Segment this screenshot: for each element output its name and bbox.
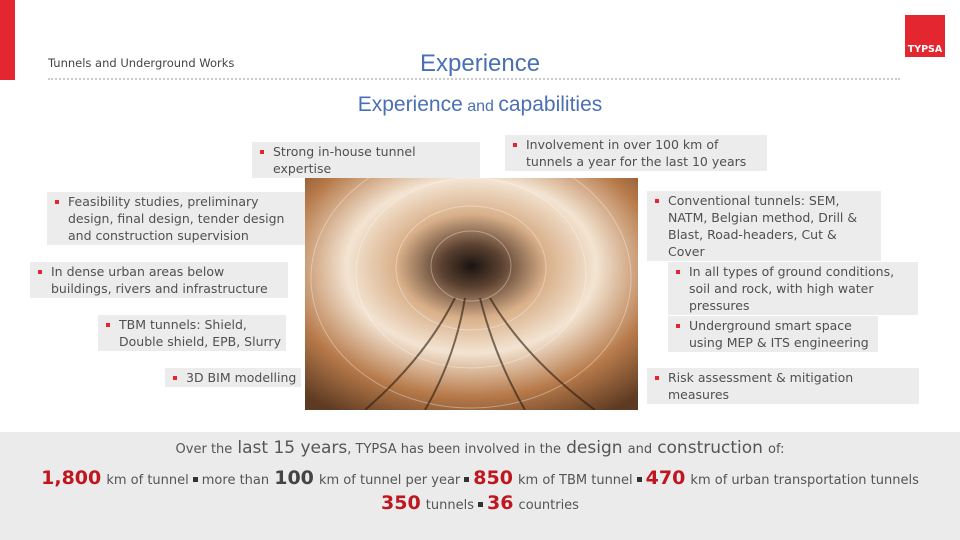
text: km of TBM tunnel — [518, 473, 633, 488]
section-label: Tunnels and Underground Works — [48, 56, 235, 70]
text: tunnels — [425, 498, 474, 513]
subtitle-part: capabilities — [498, 93, 603, 116]
text: last 15 years — [237, 438, 348, 458]
logo — [905, 15, 945, 57]
figure: 36 — [487, 492, 514, 514]
separator — [192, 477, 198, 482]
logo-text: TYPSA — [907, 44, 943, 55]
bullet: In dense urban areas below buildings, ri… — [30, 262, 288, 298]
header-rule — [48, 78, 900, 80]
figure: 100 — [274, 467, 314, 489]
text: countries — [518, 498, 579, 513]
bullet: Feasibility studies, preliminary design,… — [47, 192, 305, 245]
text: km of urban transportation tunnels — [690, 473, 919, 488]
text: Over the — [175, 442, 233, 457]
summary-line: 1,800 km of tunnel more than 100 km of tu… — [0, 467, 960, 489]
text: more than — [201, 473, 270, 488]
text: of: — [768, 442, 785, 457]
figure: 850 — [473, 467, 513, 489]
subtitle: Experience and capabilities — [0, 93, 960, 117]
text: design — [566, 438, 623, 458]
sub-bullet: Underground smart space using MEP & ITS … — [668, 316, 878, 352]
sub-bullet: In all types of ground conditions, soil … — [668, 262, 918, 315]
subtitle-part: Experience — [357, 93, 463, 116]
bullet: Involvement in over 100 km of tunnels a … — [505, 135, 767, 171]
text: km of tunnel per year — [318, 473, 461, 488]
bullet: 3D BIM modelling — [165, 368, 301, 387]
separator — [464, 477, 470, 482]
subtitle-part: and — [467, 98, 494, 115]
text: construction — [657, 438, 763, 458]
text: , TYPSA has been involved in the — [347, 442, 562, 457]
figure: 470 — [645, 467, 686, 489]
bullet: Conventional tunnels: SEM, NATM, Belgian… — [647, 191, 881, 261]
text: km of tunnel — [106, 473, 189, 488]
summary-line: 350 tunnels 36 countries — [0, 492, 960, 514]
bullet: Strong in-house tunnel expertise — [252, 142, 480, 178]
bullet: TBM tunnels: Shield, Double shield, EPB,… — [98, 315, 286, 351]
figure: 350 — [381, 492, 421, 514]
tunnel-image — [305, 178, 638, 410]
text: and — [627, 442, 653, 457]
separator — [636, 477, 642, 482]
figure: 1,800 — [41, 467, 102, 489]
separator — [478, 502, 483, 507]
bullet: Risk assessment & mitigation measures — [647, 368, 919, 404]
summary-line: Over the last 15 years, TYPSA has been i… — [0, 438, 960, 458]
red-bar — [0, 0, 15, 80]
summary-band — [0, 432, 960, 540]
header-title: Experience — [420, 50, 541, 77]
